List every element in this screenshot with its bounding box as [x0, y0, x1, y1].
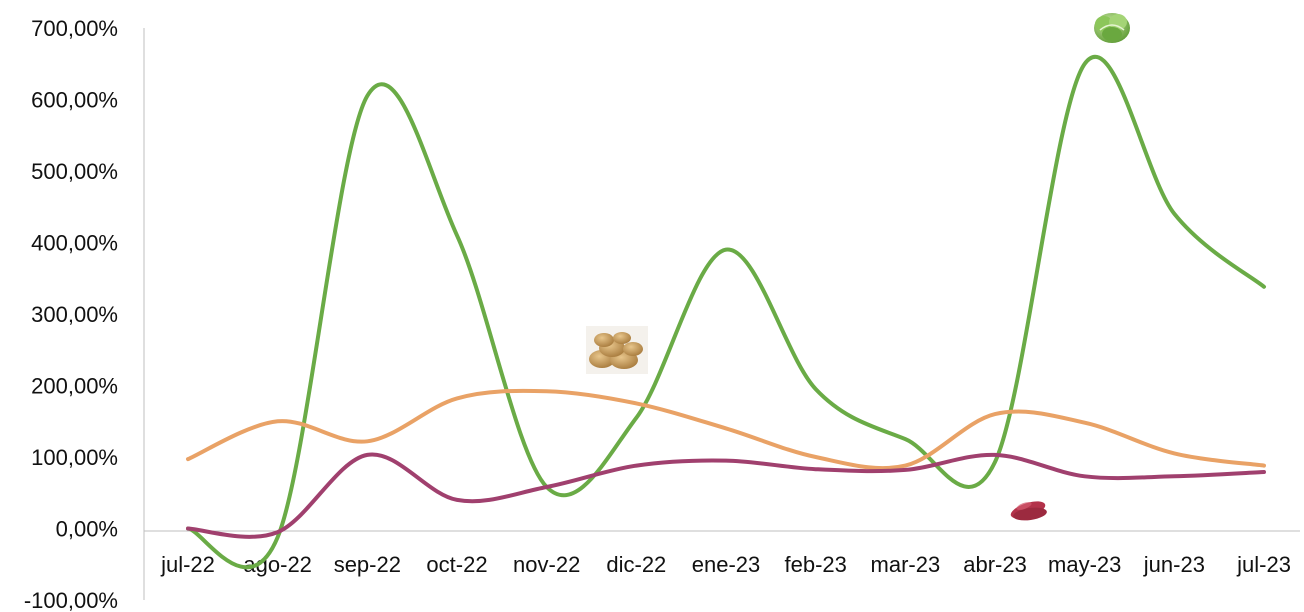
y-tick-label: -100,00% [24, 588, 118, 612]
y-tick-label: 200,00% [31, 374, 118, 399]
x-axis-labels: jul-22 ago-22 sep-22 oct-22 nov-22 dic-2… [160, 552, 1291, 577]
x-tick-label: abr-23 [963, 552, 1027, 577]
x-tick-label: jun-23 [1143, 552, 1205, 577]
x-tick-label: nov-22 [513, 552, 580, 577]
series-group [186, 54, 1266, 570]
x-tick-label: mar-23 [871, 552, 941, 577]
y-tick-label: 0,00% [56, 517, 118, 542]
potato-icon [586, 326, 648, 374]
series-line-lettuce [186, 54, 1266, 570]
series-line-potato [186, 388, 1266, 471]
x-tick-label: jul-23 [1236, 552, 1291, 577]
x-tick-label: sep-22 [334, 552, 401, 577]
x-tick-label: feb-23 [784, 552, 846, 577]
x-tick-label: dic-22 [606, 552, 666, 577]
sweet-potato-icon [1010, 501, 1047, 521]
x-tick-label: may-23 [1048, 552, 1121, 577]
y-tick-label: 500,00% [31, 159, 118, 184]
y-tick-label: 700,00% [31, 16, 118, 41]
y-tick-label: 600,00% [31, 88, 118, 113]
y-tick-label: 400,00% [31, 231, 118, 256]
lettuce-icon [1094, 13, 1130, 43]
y-tick-label: 100,00% [31, 445, 118, 470]
y-axis-labels: 700,00% 600,00% 500,00% 400,00% 300,00% … [24, 16, 118, 612]
x-tick-label: oct-22 [426, 552, 487, 577]
x-tick-label: jul-22 [160, 552, 215, 577]
y-tick-label: 300,00% [31, 302, 118, 327]
x-tick-label: ene-23 [692, 552, 761, 577]
series-line-sweet-potato [186, 452, 1266, 539]
